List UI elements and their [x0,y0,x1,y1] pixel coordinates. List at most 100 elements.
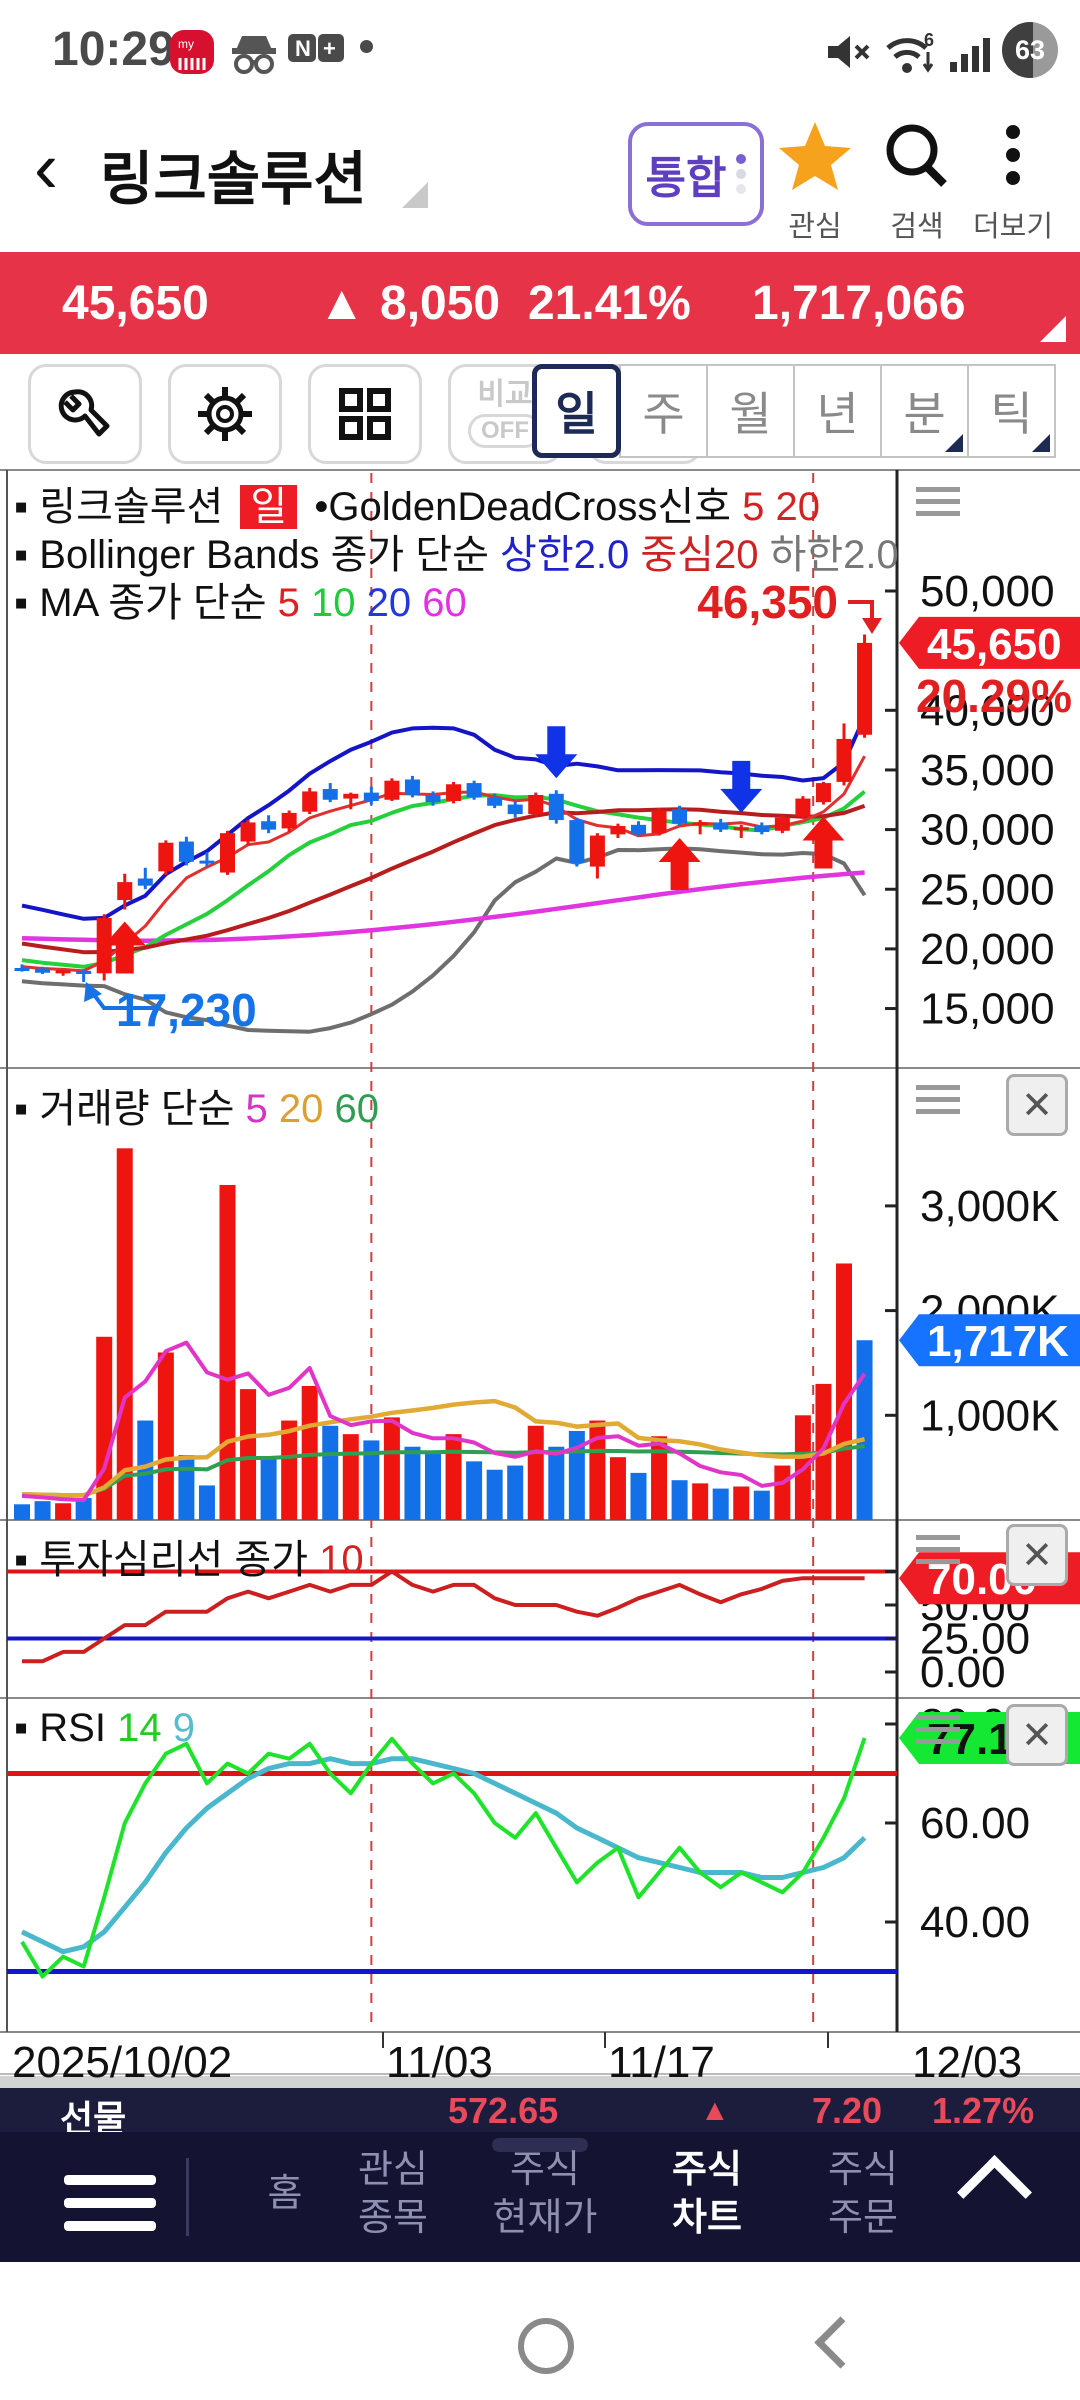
legend-segment: ▪ Bollinger Bands 종가 단순 [14,533,501,577]
futures-ticker-bar[interactable]: 선물 572.65 ▲ 7.20 1.27% [0,2088,1080,2139]
nav-collapse-chevron-icon[interactable] [957,2155,1032,2230]
volume-panel-menu-icon[interactable] [916,1078,960,1121]
settings-wrench-button[interactable] [28,364,142,464]
x-axis-label: 2025/10/02 [12,2038,233,2087]
search-label: 검색 [890,211,944,243]
nav-notch [492,2138,588,2152]
tab-sub-triangle-icon [1032,434,1050,452]
rsi-legend: ▪ RSI 14 9 [14,1706,195,1751]
stock-title[interactable]: 링크솔루션 [100,147,367,212]
legend-segment: 5 [245,1087,279,1131]
legend-segment: ▪ RSI [14,1706,118,1750]
home-button[interactable] [518,2318,574,2374]
svg-text:50,000: 50,000 [920,567,1055,616]
main-chart-legend-line1: ▪ 링크솔루션 일 •GoldenDeadCross신호 5 20 [14,474,820,532]
legend-segment: 14 [117,1706,173,1750]
favorite-button[interactable]: 관심 [760,120,870,245]
wrench-icon [58,389,110,437]
nav-divider [186,2158,189,2236]
legend-segment: 중심20 [640,533,759,577]
volume-legend: ▪ 거래량 단순 5 20 60 [14,1076,379,1134]
price-change-pct: 21.41% [528,277,691,330]
more-label: 더보기 [972,211,1054,243]
svg-text:40,000: 40,000 [920,686,1055,735]
legend-segment: 60 [422,581,467,625]
change-arrow: ▲ [318,277,366,330]
expand-corner-icon [1040,316,1066,342]
legend-segment: 10 [319,1538,364,1582]
nav-item-주식현재가[interactable]: 주식 현재가 [492,2149,598,2239]
incognito-icon [232,36,276,74]
nav-item-홈[interactable]: 홈 [267,2173,303,2215]
header: ‹ 링크솔루션 통합 관심 검색 더보기 [0,100,1080,252]
nav-item-주식주문[interactable]: 주식 주문 [828,2149,898,2239]
mode-label: 통합 [645,154,727,203]
volume-panel-close-button[interactable]: ✕ [1006,1074,1068,1136]
status-bar: 10:29 my N + 6 63 [0,0,1080,100]
rsi-panel-close-button[interactable]: ✕ [1006,1704,1068,1766]
period-tab-년[interactable]: 년 [793,364,882,458]
legend-segment [758,533,769,577]
legend-segment: 20 [366,581,423,625]
mode-toggle-button[interactable]: 통합 [628,122,764,226]
legend-segment [629,533,640,577]
futures-arrow: ▲ [700,2094,730,2127]
nav-item-주식차트[interactable]: 주식 차트 [672,2149,742,2239]
search-button[interactable]: 검색 [862,120,972,245]
x-axis-label: 11/17 [608,2038,715,2087]
legend-segment: 10 [311,581,367,625]
favorite-label: 관심 [788,211,842,243]
x-axis-labels: 2025/10/02 11/03 11/17 12/03 [0,2032,1080,2087]
svg-text:1,717K: 1,717K [927,1317,1069,1366]
clock: 10:29 [52,23,175,76]
star-icon [779,122,851,190]
notification-badge-icon: N + [288,34,344,62]
kebab-icon [1006,125,1020,185]
grid-icon [339,388,391,440]
more-button[interactable]: 더보기 [958,120,1068,245]
svg-text:1,000K: 1,000K [920,1391,1059,1440]
x-axis-label: 11/03 [386,2038,493,2087]
back-button[interactable]: ‹ [34,128,58,208]
svg-text:my: my [178,37,194,51]
price-summary-bar[interactable]: 45,650 ▲ 8,050 21.41% 1,717,066 [0,252,1080,354]
psych-panel-menu-icon[interactable] [916,1528,960,1571]
x-axis-label: 12/03 [912,2038,1023,2087]
futures-value: 572.65 [448,2090,559,2131]
legend-segment: •GoldenDeadCross신호 [303,485,743,529]
notification-dot-icon [360,40,373,53]
nav-menu-button[interactable] [64,2162,156,2244]
legend-segment: 9 [172,1706,195,1750]
android-back-button[interactable] [814,2316,867,2369]
svg-text:3,000K: 3,000K [920,1182,1059,1231]
battery-indicator: 63 [1002,22,1058,78]
period-tab-분[interactable]: 분 [880,364,969,458]
svg-text:20,000: 20,000 [920,925,1055,974]
svg-text:N: N [295,36,311,61]
psych-panel-close-button[interactable]: ✕ [1006,1524,1068,1586]
legend-segment: ▪ 투자심리선 종가 [14,1538,320,1582]
svg-text:60.00: 60.00 [920,1799,1030,1848]
price-change: 8,050 [380,277,501,330]
period-tab-일[interactable]: 일 [532,364,621,458]
x-axis-scroll-strip[interactable] [0,2076,1080,2088]
rsi-panel-menu-icon[interactable] [916,1708,960,1751]
period-tab-틱[interactable]: 틱 [967,364,1056,458]
main-panel-menu-icon[interactable] [916,480,960,523]
legend-segment: 5 20 [742,485,820,529]
svg-text:46,350: 46,350 [697,576,838,628]
svg-text:25,000: 25,000 [920,865,1055,914]
signal-icon [950,38,990,72]
main-chart-legend-line3: ▪ MA 종가 단순 5 10 20 60 [14,570,467,628]
legend-segment: ▪ 링크솔루션 [14,485,235,529]
nav-item-관심종목[interactable]: 관심 종목 [358,2149,428,2239]
layout-grid-button[interactable] [308,364,422,464]
svg-text:30,000: 30,000 [920,806,1055,855]
legend-segment: 하한2.0 [769,533,899,577]
mode-dots-icon [736,149,747,199]
settings-gear-button[interactable] [168,364,282,464]
